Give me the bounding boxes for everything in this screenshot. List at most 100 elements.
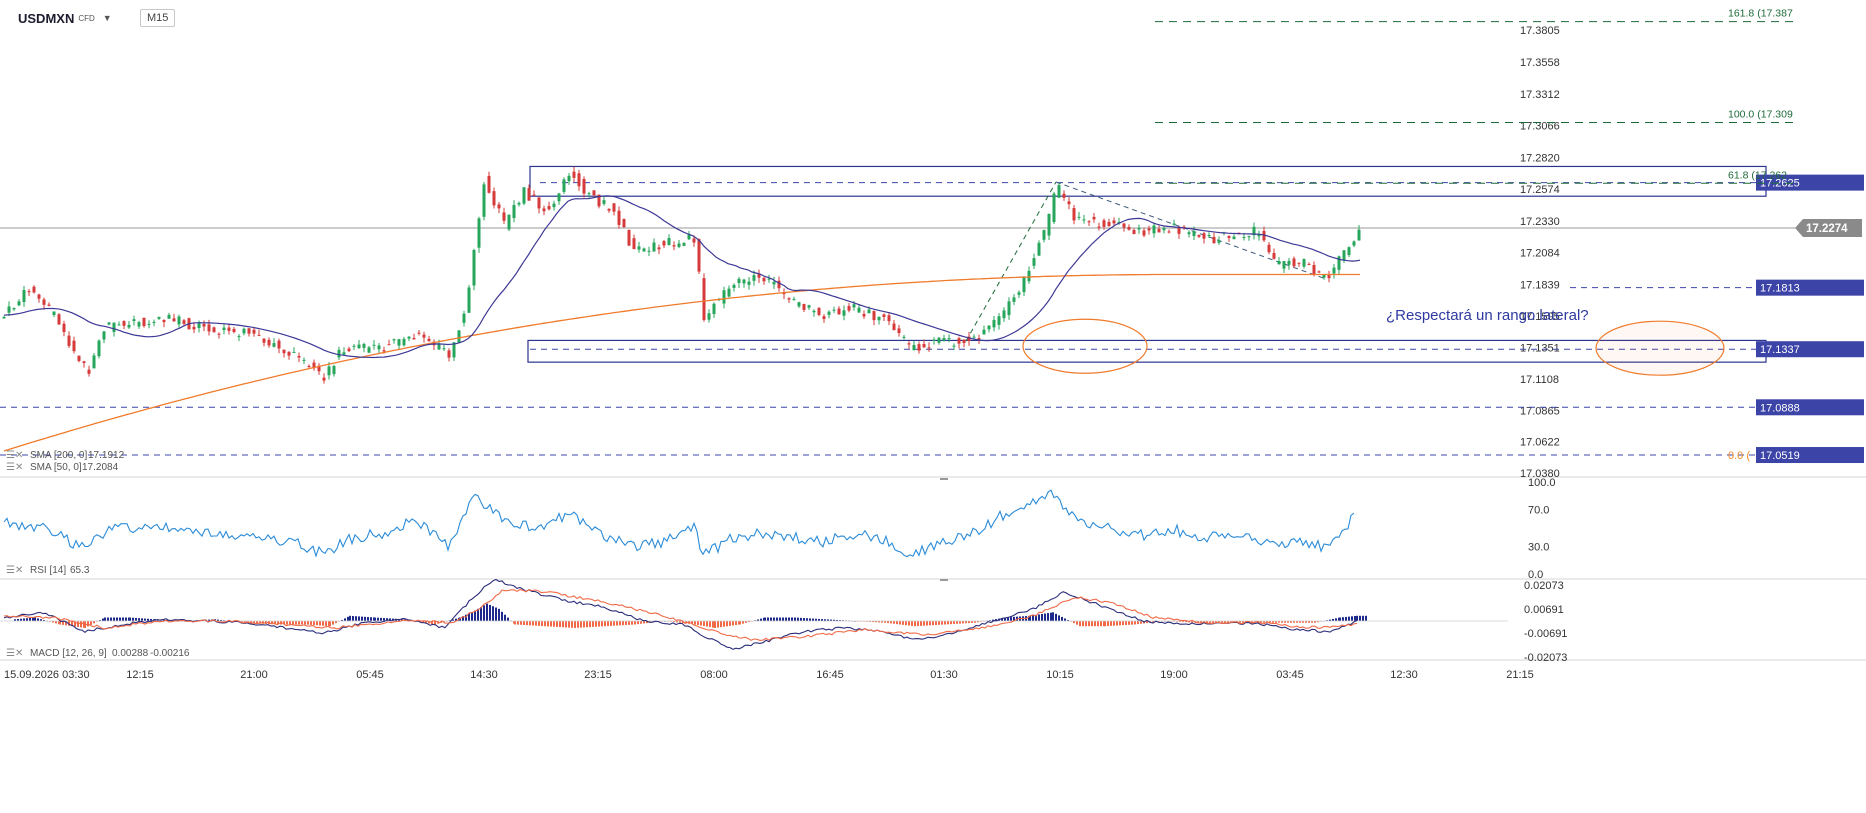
fibonacci-level-label: 61.8 (17.262 xyxy=(1728,169,1787,181)
macd-histogram-bar xyxy=(43,620,45,621)
candle-body xyxy=(262,338,266,343)
symbol-selector[interactable]: USDMXN CFD ▼ xyxy=(18,9,112,27)
candle-body xyxy=(42,299,46,305)
macd-histogram-bar xyxy=(1308,621,1310,623)
macd-histogram-bar xyxy=(911,621,913,626)
candle-body xyxy=(702,278,706,320)
candle-body xyxy=(552,203,556,208)
macd-histogram-bar xyxy=(59,621,61,625)
macd-histogram-bar xyxy=(938,621,940,625)
macd-histogram-bar xyxy=(1359,615,1361,621)
macd-histogram-bar xyxy=(1339,617,1341,621)
candle-body xyxy=(147,323,151,325)
macd-histogram-bar xyxy=(929,621,931,626)
macd-histogram-bar xyxy=(110,617,112,621)
macd-histogram-bar xyxy=(107,617,109,621)
macd-histogram-bar xyxy=(253,621,255,624)
macd-tick-label: 0.02073 xyxy=(1524,580,1564,592)
candle-body xyxy=(222,327,226,331)
macd-histogram-bar xyxy=(748,621,750,622)
current-price-label: 17.2274 xyxy=(1806,223,1848,235)
price-tick-label: 17.3558 xyxy=(1520,57,1560,69)
macd-histogram-bar xyxy=(944,621,946,625)
macd-histogram-bar xyxy=(250,621,252,624)
candle-body xyxy=(327,366,331,376)
macd-histogram-bar xyxy=(956,621,958,624)
candle-body xyxy=(737,278,741,284)
candle-body xyxy=(677,243,681,247)
candle-body xyxy=(692,238,696,243)
macd-histogram-bar xyxy=(782,617,784,621)
highlight-ellipse xyxy=(1595,320,1725,376)
candle-body xyxy=(1242,236,1246,238)
macd-histogram-bar xyxy=(1356,615,1358,621)
level-label: 17.0888 xyxy=(1760,402,1800,414)
macd-histogram-bar xyxy=(643,621,645,624)
time-tick-label: 08:00 xyxy=(700,669,728,681)
price-tick-label: 17.3312 xyxy=(1520,89,1560,101)
macd-histogram-bar xyxy=(1351,616,1353,621)
macd-histogram-bar xyxy=(878,621,880,623)
macd-histogram-bar xyxy=(1227,621,1229,623)
macd-histogram-bar xyxy=(932,621,934,626)
candle-body xyxy=(917,344,921,351)
macd-histogram-bar xyxy=(723,621,725,627)
macd-histogram-bar xyxy=(562,621,564,628)
candle-body xyxy=(1082,219,1086,221)
chevron-down-icon[interactable]: ▼ xyxy=(102,13,112,23)
candle-body xyxy=(1277,261,1281,265)
candle-body xyxy=(377,345,381,350)
macd-histogram-bar xyxy=(818,618,820,621)
macd-histogram-bar xyxy=(610,621,612,626)
candle-body xyxy=(832,309,836,311)
candle-body xyxy=(707,313,711,320)
candle-body xyxy=(927,347,931,349)
macd-histogram-bar xyxy=(791,617,793,621)
macd-histogram-bar xyxy=(1032,615,1034,621)
candle-body xyxy=(317,365,321,372)
candle-body xyxy=(162,320,166,323)
candle-body xyxy=(817,307,821,315)
timeframe-button[interactable]: M15 xyxy=(140,9,176,27)
candle-body xyxy=(1122,223,1126,228)
macd-histogram-bar xyxy=(893,621,895,624)
time-tick-label: 21:00 xyxy=(240,669,268,681)
macd-histogram-bar xyxy=(1119,621,1121,626)
macd-histogram-bar xyxy=(1004,617,1006,621)
macd-histogram-bar xyxy=(32,617,34,621)
candle-body xyxy=(277,340,281,349)
candle-body xyxy=(137,322,141,327)
macd-histogram-bar xyxy=(1182,621,1184,623)
time-tick-label: 19:00 xyxy=(1160,669,1188,681)
price-tick-label: 17.2820 xyxy=(1520,152,1560,164)
macd-histogram-bar xyxy=(589,621,591,628)
macd-histogram-bar xyxy=(104,617,106,621)
level-label: 17.1337 xyxy=(1760,344,1800,356)
macd-histogram-bar xyxy=(325,621,327,626)
macd-histogram-bar xyxy=(501,611,503,621)
candle-body xyxy=(1127,226,1131,230)
macd-histogram-bar xyxy=(1079,621,1081,627)
macd-histogram-bar xyxy=(1128,621,1130,625)
macd-histogram-bar xyxy=(422,621,424,623)
price-tick-label: 17.3066 xyxy=(1520,121,1560,133)
candle-body xyxy=(1027,270,1031,282)
range-zone-rect xyxy=(529,165,1767,197)
macd-histogram-bar xyxy=(1125,621,1127,625)
macd-histogram-bar xyxy=(55,621,57,624)
macd-histogram-bar xyxy=(352,615,354,621)
candle-body xyxy=(32,286,36,293)
macd-histogram-bar xyxy=(364,616,366,621)
macd-histogram-bar xyxy=(93,621,95,624)
candle-body xyxy=(342,352,346,355)
macd-histogram-bar xyxy=(1146,621,1148,624)
macd-histogram-bar xyxy=(1085,621,1087,627)
candle-body xyxy=(72,340,76,352)
candle-body xyxy=(857,307,861,313)
macd-histogram-bar xyxy=(14,619,16,621)
macd-histogram-bar xyxy=(1073,621,1075,624)
macd-histogram-bar xyxy=(884,621,886,623)
macd-histogram-bar xyxy=(480,607,482,621)
candle-body xyxy=(1072,208,1076,221)
